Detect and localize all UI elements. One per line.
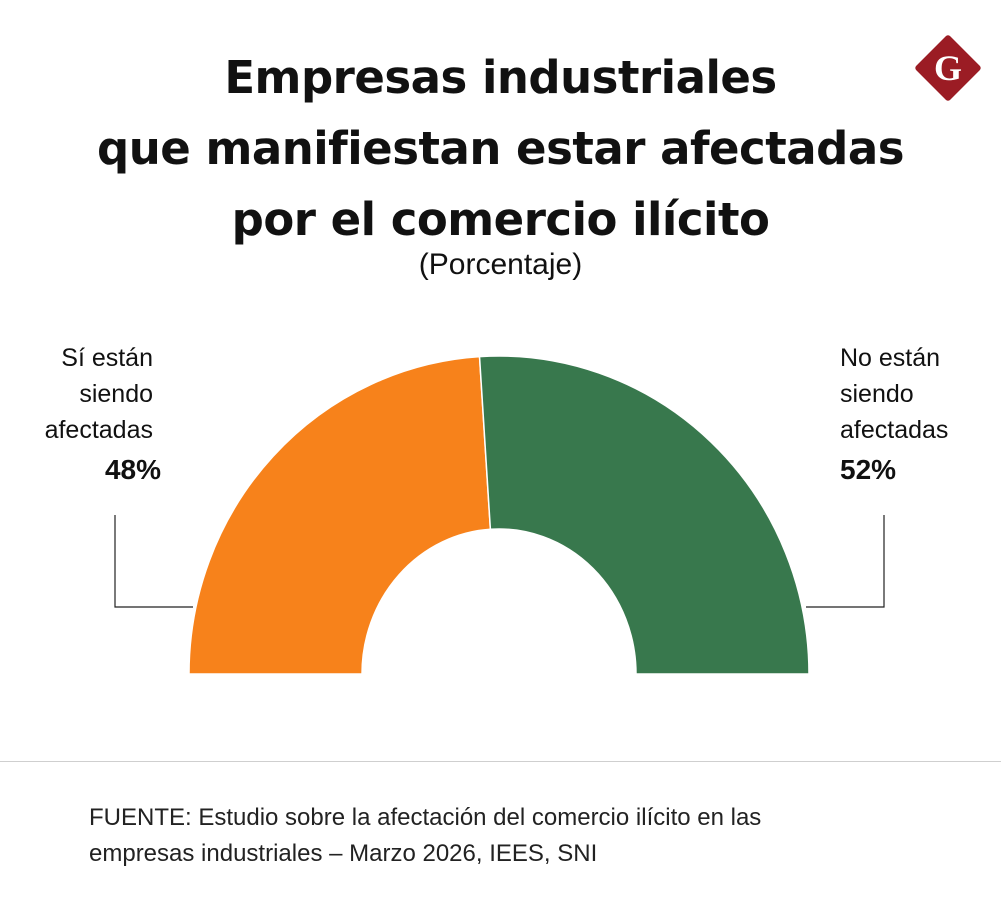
label-line: No están [840, 344, 941, 372]
half-donut-chart [114, 355, 885, 675]
label-line: siendo [79, 380, 153, 408]
label-line: afectadas [44, 416, 153, 444]
label-line: Sí están [61, 344, 153, 372]
leader-line-no [806, 515, 885, 608]
value-label: 48% [104, 454, 161, 485]
svg-text:G: G [934, 48, 962, 88]
logo-icon: G [915, 35, 981, 101]
source-line: FUENTE: Estudio sobre la afectación del … [89, 804, 762, 831]
slice-not-affected [478, 355, 810, 675]
divider [0, 761, 1001, 762]
slice-label-yes: Sí están siendo afectadas 48% [44, 340, 161, 488]
title-line: por el comercio ilícito [231, 193, 770, 246]
value-label: 52% [840, 454, 897, 485]
label-line: afectadas [840, 416, 949, 444]
chart-title: Empresas industriales que manifiestan es… [0, 42, 1001, 255]
title-line: Empresas industriales [224, 51, 777, 104]
label-line: siendo [840, 380, 914, 408]
source-line: empresas industriales – Marzo 2026, IEES… [89, 840, 598, 867]
slice-label-no: No están siendo afectadas 52% [840, 340, 948, 488]
leader-line-yes [114, 515, 193, 608]
chart-subtitle: (Porcentaje) [418, 248, 583, 281]
slice-yes-affected [188, 355, 492, 675]
source-note: FUENTE: Estudio sobre la afectación del … [89, 800, 761, 872]
title-line: que manifiestan estar afectadas [97, 122, 904, 175]
